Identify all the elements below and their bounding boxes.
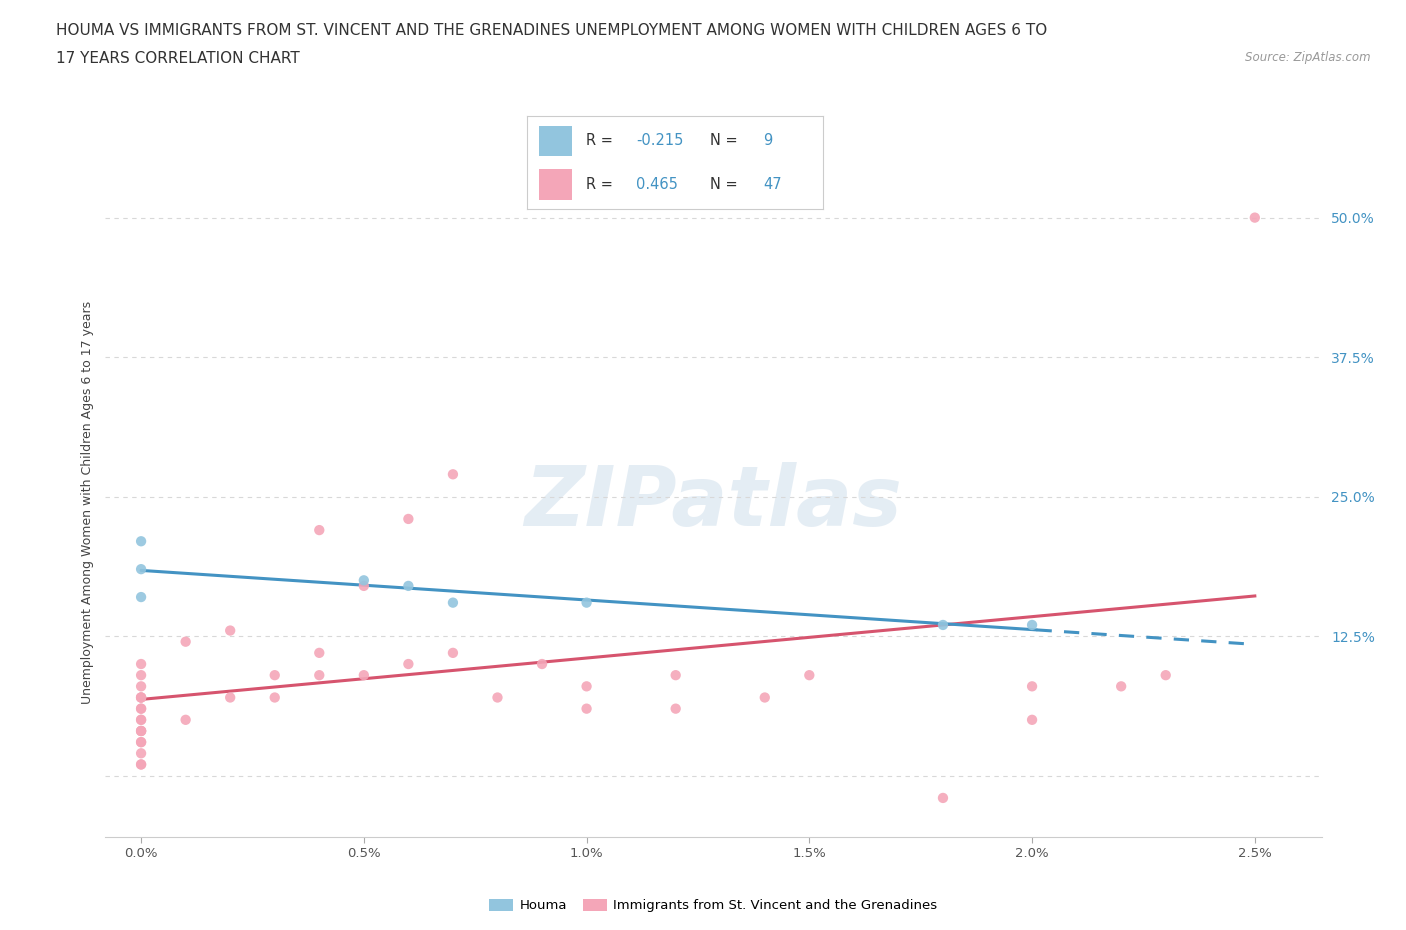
Text: -0.215: -0.215 xyxy=(637,133,683,149)
Point xyxy=(219,623,242,638)
Text: Source: ZipAtlas.com: Source: ZipAtlas.com xyxy=(1246,51,1371,64)
Point xyxy=(531,657,554,671)
Point xyxy=(263,668,285,683)
Point xyxy=(754,690,776,705)
Point xyxy=(174,712,197,727)
Point xyxy=(129,701,152,716)
Point xyxy=(129,690,152,705)
Point xyxy=(129,657,152,671)
Point xyxy=(129,735,152,750)
Point xyxy=(799,668,821,683)
Point xyxy=(129,724,152,738)
Text: N =: N = xyxy=(710,177,742,193)
Point xyxy=(1154,668,1177,683)
Text: N =: N = xyxy=(710,133,742,149)
Point xyxy=(1109,679,1132,694)
Point xyxy=(486,690,509,705)
Point xyxy=(129,712,152,727)
Point xyxy=(174,634,197,649)
Point xyxy=(1021,679,1043,694)
Bar xyxy=(538,169,571,200)
Point xyxy=(932,618,955,632)
Text: 9: 9 xyxy=(763,133,773,149)
Point xyxy=(353,573,375,588)
Text: R =: R = xyxy=(586,177,617,193)
Point xyxy=(129,690,152,705)
Point xyxy=(263,690,285,705)
Point xyxy=(308,645,330,660)
Point xyxy=(129,757,152,772)
Point xyxy=(129,724,152,738)
Point xyxy=(129,679,152,694)
Point xyxy=(129,690,152,705)
Point xyxy=(353,578,375,593)
Y-axis label: Unemployment Among Women with Children Ages 6 to 17 years: Unemployment Among Women with Children A… xyxy=(82,300,94,704)
Text: 0.465: 0.465 xyxy=(637,177,678,193)
Point xyxy=(932,790,955,805)
Text: R =: R = xyxy=(586,133,617,149)
Text: 47: 47 xyxy=(763,177,782,193)
Point xyxy=(665,701,688,716)
Point xyxy=(129,562,152,577)
Point xyxy=(129,735,152,750)
Text: ZIPatlas: ZIPatlas xyxy=(524,461,903,543)
Point xyxy=(1243,210,1265,225)
Point xyxy=(396,657,419,671)
Point xyxy=(396,512,419,526)
Point xyxy=(441,645,464,660)
Point xyxy=(575,679,598,694)
Point xyxy=(129,712,152,727)
Point xyxy=(129,724,152,738)
Point xyxy=(353,668,375,683)
Bar xyxy=(538,126,571,156)
Point xyxy=(1021,712,1043,727)
Point xyxy=(308,523,330,538)
Point xyxy=(308,668,330,683)
Point xyxy=(129,590,152,604)
Point xyxy=(129,746,152,761)
Text: HOUMA VS IMMIGRANTS FROM ST. VINCENT AND THE GRENADINES UNEMPLOYMENT AMONG WOMEN: HOUMA VS IMMIGRANTS FROM ST. VINCENT AND… xyxy=(56,23,1047,38)
Point xyxy=(441,595,464,610)
Point xyxy=(1021,618,1043,632)
Point xyxy=(219,690,242,705)
Point xyxy=(129,757,152,772)
Point xyxy=(575,701,598,716)
Point xyxy=(129,701,152,716)
Point xyxy=(396,578,419,593)
Text: 17 YEARS CORRELATION CHART: 17 YEARS CORRELATION CHART xyxy=(56,51,299,66)
Point xyxy=(129,534,152,549)
Point xyxy=(129,668,152,683)
Point xyxy=(575,595,598,610)
Point xyxy=(665,668,688,683)
Point xyxy=(441,467,464,482)
Legend: Houma, Immigrants from St. Vincent and the Grenadines: Houma, Immigrants from St. Vincent and t… xyxy=(484,894,943,918)
